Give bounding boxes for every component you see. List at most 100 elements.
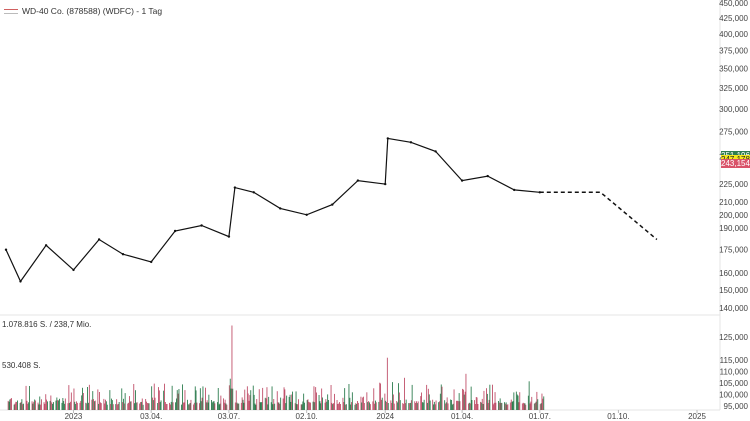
volume-bar (238, 403, 240, 410)
volume-bar (252, 385, 254, 410)
volume-bar (178, 389, 180, 410)
volume-bar (129, 401, 131, 410)
volume-bar (318, 395, 320, 410)
volume-bar (181, 404, 182, 410)
volume-bar (187, 399, 188, 410)
volume-bar (332, 404, 334, 410)
volume-bar (343, 402, 345, 410)
price-point (409, 141, 413, 144)
volume-bar (309, 402, 311, 410)
volume-bar (273, 399, 275, 410)
price-point (97, 238, 101, 241)
volume-bar (52, 403, 53, 410)
volume-bar (361, 402, 363, 410)
volume-bar (170, 404, 171, 410)
volume-bar (283, 387, 285, 410)
volume-bar (416, 401, 417, 410)
volume-bar (129, 396, 130, 410)
volume-average-label: 530.408 S. (2, 361, 41, 370)
x-tick-label: 2024 (376, 412, 394, 421)
volume-bar (327, 394, 329, 410)
volume-bar (190, 399, 192, 410)
volume-bar (494, 392, 496, 410)
volume-bar (176, 398, 177, 410)
volume-bar (367, 402, 369, 410)
volume-bar (292, 391, 293, 410)
volume-bar (39, 396, 41, 410)
volume-bar (85, 402, 87, 410)
volume-bar (74, 401, 76, 410)
volume-bar (527, 395, 529, 410)
volume-bar (374, 403, 375, 410)
volume-bar (64, 398, 66, 410)
volume-bar (393, 403, 395, 410)
volume-bar (166, 404, 168, 410)
volume-bar (41, 399, 42, 410)
volume-bar (184, 390, 186, 410)
volume-bar (122, 402, 124, 410)
volume-bar (214, 403, 216, 410)
volume-bar (109, 390, 111, 410)
volume-bar (498, 402, 500, 410)
volume-bar (512, 401, 514, 410)
price-tick-label: 325,000 (719, 84, 748, 93)
volume-bar (110, 404, 112, 410)
volume-bar (379, 382, 381, 410)
volume-bar (69, 402, 71, 410)
volume-bar (542, 398, 544, 410)
x-tick-label: 02.10. (296, 412, 318, 421)
volume-bar (13, 404, 15, 410)
volume-bar (357, 401, 358, 410)
volume-bar (427, 388, 429, 410)
price-tick-label: 150,000 (719, 286, 748, 295)
volume-bar (368, 401, 370, 410)
volume-bar (453, 389, 455, 410)
volume-bar (106, 404, 108, 410)
volume-bar (207, 402, 209, 410)
volume-bar (76, 401, 77, 410)
volume-bar (127, 403, 129, 410)
price-series-line (5, 137, 540, 283)
volume-bar (164, 402, 166, 410)
price-tick-label: 375,000 (719, 47, 748, 56)
volume-bar (230, 388, 232, 410)
volume-bar (50, 395, 52, 410)
volume-bar (141, 398, 143, 410)
volume-bar (67, 403, 69, 410)
volume-bar (534, 402, 536, 410)
volume-bar (40, 404, 42, 410)
volume-bar (213, 401, 215, 410)
price-point (356, 179, 360, 182)
volume-bar (172, 402, 174, 410)
volume-bar (202, 386, 204, 410)
volume-bar (218, 404, 220, 410)
price-point (486, 174, 489, 178)
volume-bar (530, 401, 532, 410)
volume-bar (475, 397, 477, 410)
volume-bar (315, 387, 317, 410)
volume-bar (420, 396, 422, 410)
price-point (279, 207, 282, 210)
volume-bar (325, 399, 327, 410)
volume-bar (391, 402, 393, 410)
volume-bar (316, 392, 317, 410)
volume-bar (433, 401, 435, 410)
volume-bar (225, 403, 227, 410)
volume-bar (55, 400, 57, 410)
volume-bar (61, 402, 63, 410)
volume-bar (268, 396, 270, 410)
volume-bar (58, 400, 59, 410)
volume-bar (157, 403, 159, 410)
volume-bar (492, 384, 493, 410)
volume-bar (507, 404, 509, 410)
volume-bar (465, 373, 467, 410)
volume-bar (456, 400, 457, 410)
x-tick-label: 01.04. (451, 412, 473, 421)
volume-bar (480, 402, 482, 410)
volume-bar (482, 404, 484, 410)
volume-bar (408, 403, 410, 410)
volume-bar (35, 400, 36, 410)
volume-bar (445, 402, 447, 410)
volume-bar (296, 404, 298, 410)
